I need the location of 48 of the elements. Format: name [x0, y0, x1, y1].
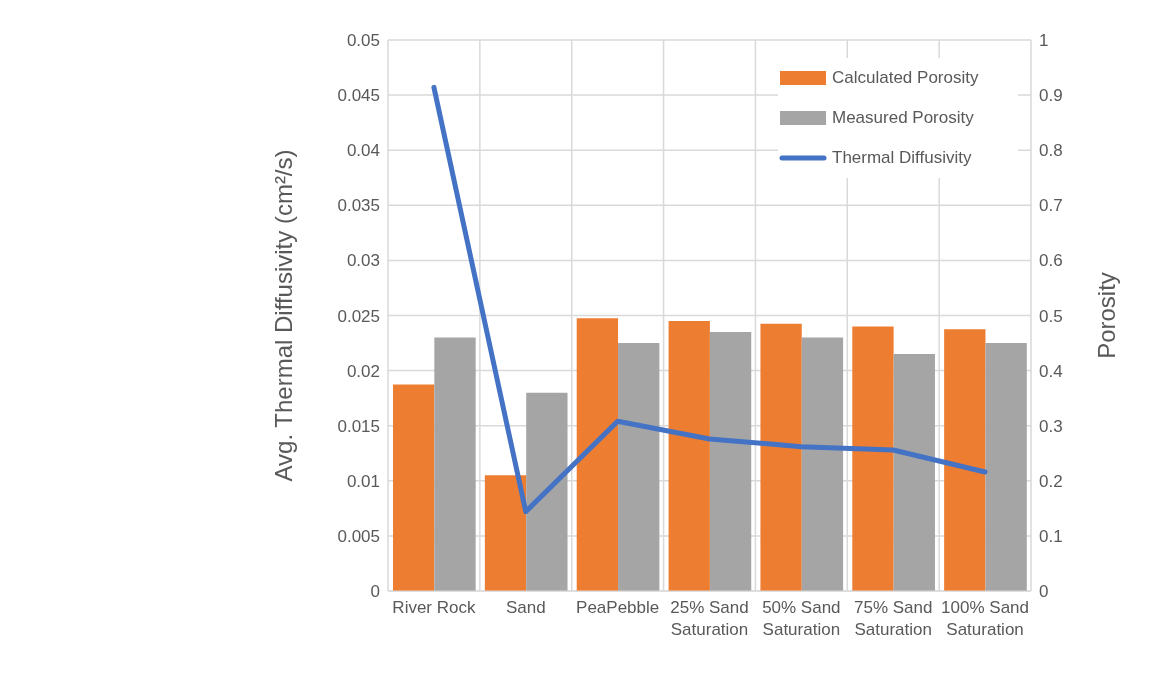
y2-tick-label: 0.9: [1039, 86, 1063, 106]
x-tick-label: River Rock: [392, 598, 476, 617]
y2-tick-label: 1: [1039, 31, 1049, 51]
x-tick-label: PeaPebble: [576, 598, 660, 617]
y-tick-label: 0.04: [346, 141, 380, 161]
bar: [668, 321, 710, 591]
y-tick-label: 0.045: [337, 86, 380, 106]
y2-tick-label: 0.3: [1039, 416, 1063, 436]
y-tick-label: 0.005: [337, 526, 380, 546]
bar: [484, 475, 527, 591]
legend-label: Thermal Diffusivity: [832, 148, 972, 168]
legend-label: Calculated Porosity: [832, 68, 979, 88]
y-axis-title: Avg. Thermal Diffusivity (cm²/s): [269, 149, 297, 482]
y2-axis-title: Porosity: [1092, 272, 1120, 359]
y-tick-label: 0: [370, 582, 380, 602]
bar: [526, 392, 568, 591]
x-tick-label: Sand: [505, 598, 546, 617]
y-tick-label: 0.015: [337, 416, 380, 436]
y-tick-label: 0.025: [337, 306, 380, 326]
y2-tick-label: 0: [1039, 582, 1049, 602]
y2-tick-label: 0.7: [1039, 196, 1063, 216]
bar: [434, 337, 476, 591]
y-tick-label: 0.05: [346, 31, 380, 51]
legend-label: Measured Porosity: [832, 108, 974, 128]
bar: [852, 326, 894, 591]
y2-tick-label: 0.1: [1039, 526, 1063, 546]
bar: [985, 343, 1027, 591]
x-tick-label: 50% Sand Saturation: [762, 598, 841, 639]
bar: [576, 318, 619, 591]
bar: [618, 343, 660, 591]
y-tick-label: 0.02: [346, 361, 380, 381]
y2-tick-label: 0.5: [1039, 306, 1063, 326]
x-tick-label: 100% Sand Saturation: [941, 598, 1030, 639]
bar: [709, 332, 752, 591]
x-tick-label: 25% Sand Saturation: [670, 598, 749, 639]
y2-tick-label: 0.4: [1039, 361, 1063, 381]
bar: [393, 384, 435, 591]
bar: [760, 323, 802, 591]
y-tick-label: 0.01: [346, 471, 380, 491]
bar: [801, 337, 844, 591]
y2-tick-label: 0.2: [1039, 471, 1063, 491]
y-tick-label: 0.035: [337, 196, 380, 216]
bar: [944, 329, 986, 591]
y-tick-label: 0.03: [346, 251, 380, 271]
bar: [893, 354, 935, 591]
y2-tick-label: 0.6: [1039, 251, 1063, 271]
y2-tick-label: 0.8: [1039, 141, 1063, 161]
x-tick-label: 75% Sand Saturation: [853, 598, 933, 639]
